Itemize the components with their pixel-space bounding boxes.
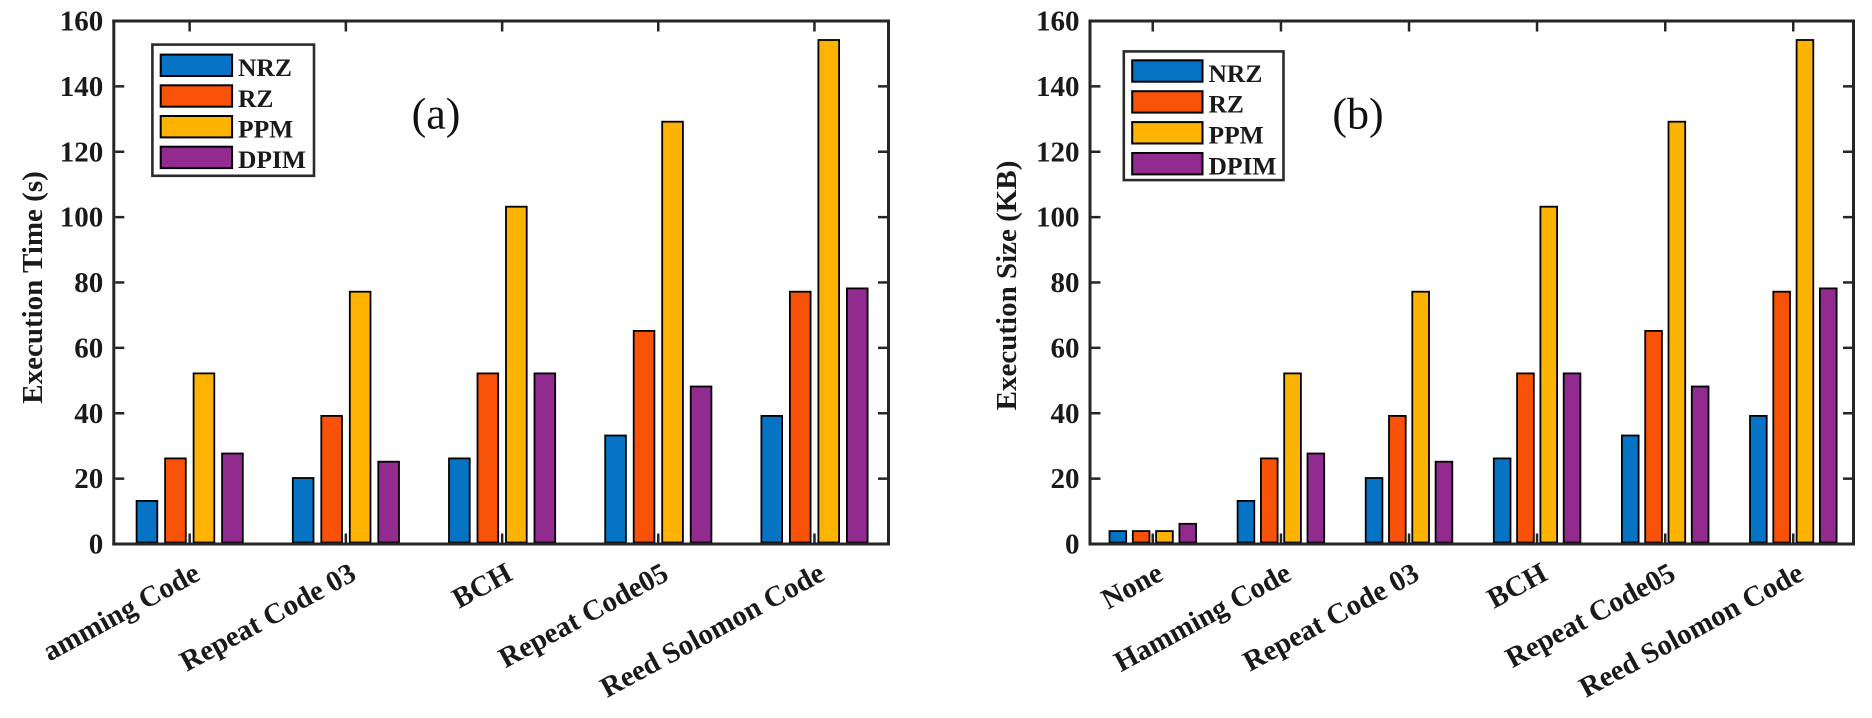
- svg-text:80: 80: [1051, 267, 1080, 299]
- svg-text:140: 140: [1036, 71, 1080, 103]
- svg-text:120: 120: [1036, 136, 1080, 168]
- svg-text:160: 160: [60, 6, 104, 38]
- svg-text:(a): (a): [412, 90, 461, 139]
- svg-text:Execution Time (s): Execution Time (s): [17, 171, 49, 404]
- svg-text:(b): (b): [1332, 90, 1383, 139]
- svg-text:PPM: PPM: [238, 115, 293, 144]
- svg-text:80: 80: [74, 267, 103, 299]
- svg-text:RZ: RZ: [238, 84, 273, 113]
- svg-text:0: 0: [1065, 529, 1080, 561]
- svg-text:60: 60: [74, 333, 103, 365]
- svg-text:0: 0: [89, 529, 104, 561]
- svg-text:20: 20: [1051, 463, 1080, 495]
- svg-text:NRZ: NRZ: [238, 53, 292, 82]
- svg-text:100: 100: [1036, 202, 1080, 234]
- svg-text:160: 160: [1036, 6, 1080, 38]
- svg-text:DPIM: DPIM: [1209, 152, 1277, 181]
- svg-text:PPM: PPM: [1209, 121, 1264, 150]
- svg-text:20: 20: [74, 463, 103, 495]
- svg-text:NRZ: NRZ: [1209, 59, 1263, 88]
- svg-text:140: 140: [60, 71, 104, 103]
- svg-text:100: 100: [60, 202, 104, 234]
- svg-text:120: 120: [60, 136, 104, 168]
- svg-text:Execution Size (KB): Execution Size (KB): [991, 161, 1023, 411]
- svg-text:60: 60: [1051, 333, 1080, 365]
- svg-text:RZ: RZ: [1209, 90, 1244, 119]
- svg-text:40: 40: [74, 398, 103, 430]
- svg-text:40: 40: [1051, 398, 1080, 430]
- svg-text:DPIM: DPIM: [238, 145, 306, 174]
